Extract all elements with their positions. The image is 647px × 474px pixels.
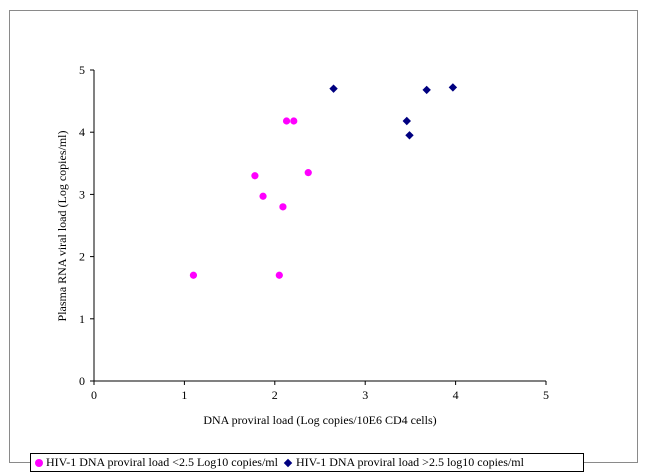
y-tick-label: 0 [79,374,85,388]
data-point-high [402,116,411,126]
data-point-high [422,85,431,95]
legend-item-low: HIV-1 DNA proviral load <2.5 Log10 copie… [35,455,278,470]
diamond-marker-icon [283,458,293,467]
x-tick-label: 1 [181,388,187,402]
data-point-low [304,169,312,177]
y-axis-label: Plasma RNA viral load (Log copies/ml) [55,131,69,322]
circle-marker-icon [35,458,43,467]
x-tick-label: 0 [91,388,97,402]
data-point-low [189,271,198,279]
y-tick-label: 3 [79,187,85,201]
legend-label-high: HIV-1 DNA proviral load >2.5 log10 copie… [295,455,524,469]
x-tick-label: 2 [272,388,278,402]
legend-label-low: HIV-1 DNA proviral load <2.5 Log10 copie… [46,455,278,469]
data-point-high [448,83,458,92]
x-tick-label: 3 [362,388,368,402]
y-tick-label: 5 [79,63,85,77]
data-point-low [251,172,259,180]
x-tick-label: 5 [543,388,549,402]
x-tick-label: 4 [453,388,459,402]
data-point-low [275,271,283,279]
data-point-low [279,203,287,211]
y-tick-label: 2 [79,250,85,264]
data-point-high [329,84,338,93]
x-axis-label: DNA proviral load (Log copies/10E6 CD4 c… [203,413,436,427]
data-point-low [290,117,298,125]
data-point-high [405,131,414,140]
legend-item-high: HIV-1 DNA proviral load >2.5 log10 copie… [283,455,524,470]
chart-legend: HIV-1 DNA proviral load <2.5 Log10 copie… [30,453,584,472]
data-point-low [282,117,291,125]
y-tick-label: 1 [79,312,85,326]
y-tick-label: 4 [79,125,85,139]
data-point-low [259,192,267,200]
